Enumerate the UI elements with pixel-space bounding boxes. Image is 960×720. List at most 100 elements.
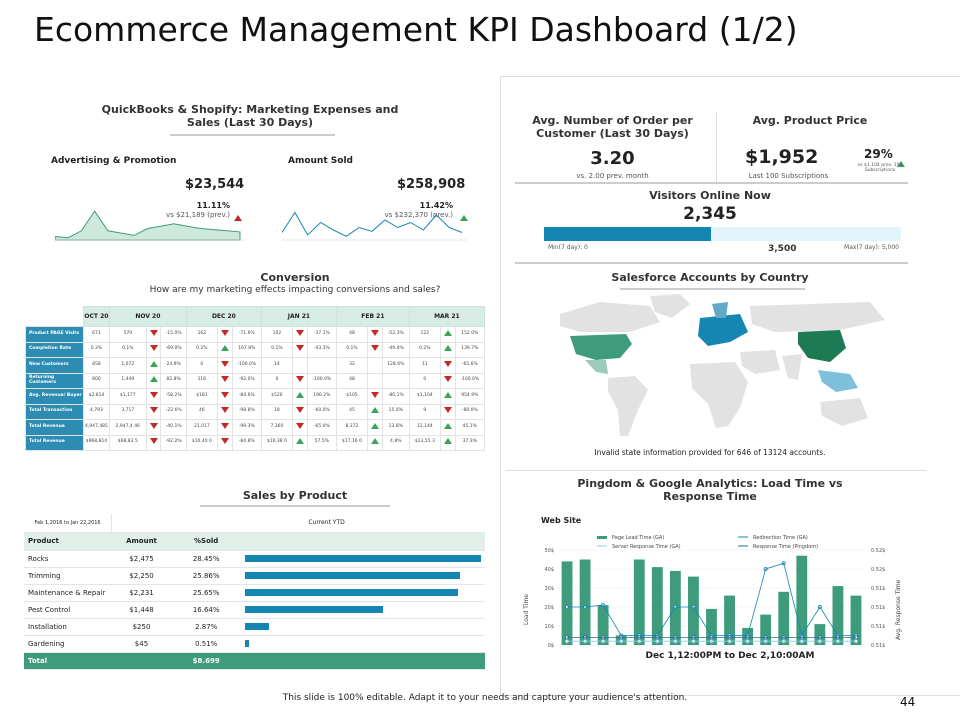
price-pct: 29%: [864, 147, 893, 161]
conversion-trend: [291, 434, 308, 451]
conversion-change: [306, 357, 337, 374]
sales-bar: [245, 606, 383, 613]
conv-col-nov: NOV 20: [108, 306, 187, 327]
conversion-cell: 46: [185, 403, 218, 420]
sold-sparkline: [282, 211, 467, 241]
divider: [620, 288, 805, 290]
conversion-row-label: New Customers: [25, 357, 84, 374]
conversion-change: -100.0%: [231, 357, 262, 374]
conversion-trend: [291, 357, 308, 374]
sales-period: Feb 1,2016 to Jan 22,2016: [24, 514, 113, 533]
conversion-trend: [291, 372, 308, 389]
sales-product: Installation: [24, 618, 112, 636]
down-arrow-icon: [220, 360, 229, 367]
conversion-cell: 3,717: [108, 403, 147, 420]
load-time-bar: [832, 586, 844, 645]
conversion-change: -22.6%: [160, 403, 187, 420]
conversion-change: -84.8%: [231, 434, 262, 451]
pingdom-chart: Page Load Time (GA) Redirection Time (GA…: [523, 535, 902, 649]
conversion-change: 190.2%: [306, 388, 337, 405]
down-arrow-icon: [443, 376, 452, 383]
down-arrow-icon: [295, 329, 304, 336]
south-america: [608, 376, 648, 436]
down-arrow-icon: [149, 422, 158, 429]
conversion-row: Completion Rate 0.3% 0.1% -69.0% 0.2% 167.8% 0…: [25, 341, 486, 358]
southeast-asia: [818, 370, 858, 392]
conversion-trend: [366, 326, 383, 343]
price-title: Avg. Product Price: [752, 114, 868, 127]
sold-sparkline-line: [282, 211, 463, 237]
conversion-row: Total Revenue 4,947,485 2,947,4 46 -40.1% 21…: [25, 419, 486, 436]
conversion-trend: [216, 326, 233, 343]
conversion-cell: 0: [408, 372, 441, 389]
sales-product: Pest Control: [24, 601, 112, 619]
conversion-trend: [366, 388, 383, 405]
conversion-trend: [145, 326, 162, 343]
conv-col-feb: FEB 21: [335, 306, 410, 327]
conversion-trend: [145, 388, 162, 405]
conversion-change: 15.0%: [381, 403, 410, 420]
conversion-row-label: Returning Customers: [25, 372, 84, 389]
conversion-cell: $23,55 3: [408, 434, 441, 451]
adv-sparkline-area: [55, 210, 241, 241]
greenland: [650, 294, 690, 318]
conversion-change: 152.0%: [454, 326, 486, 343]
conversion-cell: 0.1%: [108, 341, 147, 358]
conversion-trend: [439, 419, 456, 436]
sales-bar: [245, 640, 250, 647]
conversion-trend: [291, 326, 308, 343]
pingdom-ylabel: Load Time: [523, 594, 530, 625]
load-time-bar: [778, 591, 790, 645]
conversion-row: Total Revenue $968,814 $68,83 5 -92.2% $10,4…: [25, 434, 486, 451]
conversion-trend: [145, 357, 162, 374]
price-up-arrow-icon: [897, 152, 905, 171]
sales-row: Maintenance & Repair $2,231 25.65%: [24, 584, 485, 602]
conversion-change: -99.3%: [231, 419, 262, 436]
pingdom-title: Pingdom & Google Analytics: Load Time vs…: [577, 477, 843, 503]
conversion-cell: 102: [260, 326, 293, 343]
pingdom-site: Web Site: [541, 516, 582, 525]
sales-total-value: $8.699: [171, 652, 241, 670]
conversion-cell: 4,947,485: [83, 419, 110, 436]
up-arrow-icon: [443, 438, 452, 445]
up-arrow-icon: [443, 391, 452, 398]
y-tick: 20$: [544, 605, 554, 611]
sales-product: Gardening: [24, 635, 112, 653]
conversion-trend: [366, 372, 383, 389]
conversion-change: -43.3%: [306, 341, 337, 358]
conversion-change: -92.0%: [231, 372, 262, 389]
conversion-trend: [145, 372, 162, 389]
load-time-bar: [724, 595, 735, 645]
down-arrow-icon: [370, 391, 379, 398]
conversion-corner: [25, 306, 84, 327]
conversion-cell: 671: [83, 326, 110, 343]
sales-col-bar: [241, 532, 485, 551]
conversion-cell: 0.3%: [83, 341, 110, 358]
sales-bar-cell: [241, 550, 485, 568]
conversion-row-label: Total Revenue: [25, 434, 84, 451]
conversion-cell: 800: [83, 372, 110, 389]
divider: [170, 134, 335, 136]
footer-note: This slide is 100% editable. Adapt it to…: [282, 693, 688, 703]
conversion-trend: [366, 434, 383, 451]
sales-total-spacer: [111, 652, 172, 670]
sales-amount: $2,475: [111, 550, 172, 568]
legend-swatch-page-load: [597, 536, 607, 539]
sales-bar-cell: [241, 635, 485, 653]
down-arrow-icon: [370, 345, 379, 352]
conversion-change: 82.8%: [160, 372, 187, 389]
conversion-cell: 2,947,4 46: [108, 419, 147, 436]
conversion-trend: [366, 403, 383, 420]
visitors-gauge-fill: [544, 227, 712, 241]
conversion-cell: 9: [408, 403, 441, 420]
sales-amount: $250: [111, 618, 172, 636]
sales-total-bar-spacer: [241, 652, 485, 670]
conversion-cell: 122: [408, 326, 441, 343]
middle-east: [740, 350, 780, 374]
conversion-cell: 14: [260, 357, 293, 374]
load-time-bar: [814, 624, 826, 645]
load-time-bar: [579, 559, 591, 645]
conversion-change: -100.0%: [306, 372, 337, 389]
down-arrow-icon: [220, 391, 229, 398]
conversion-change: 37.3%: [454, 434, 486, 451]
